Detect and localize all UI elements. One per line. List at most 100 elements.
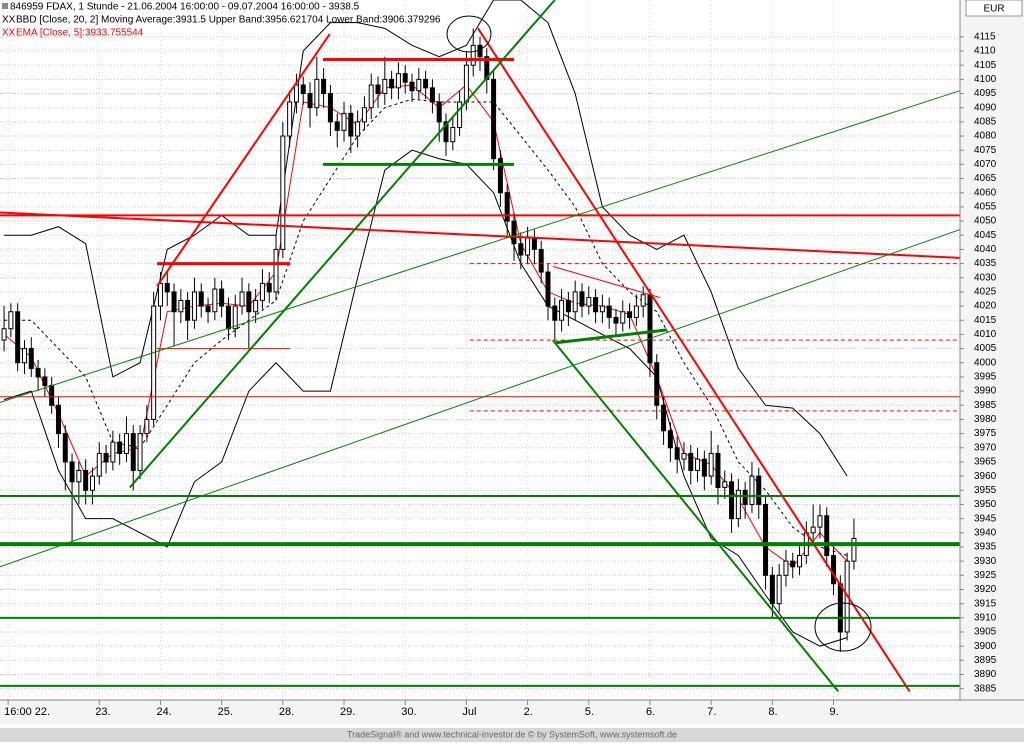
y-tick-label: 3910 — [974, 612, 997, 623]
candle-body — [837, 583, 843, 633]
x-tick-label: 16:00 22. — [4, 706, 50, 718]
candle-body — [1, 328, 7, 341]
candle-body — [355, 121, 361, 137]
y-tick-label: 3990 — [974, 386, 997, 397]
y-tick-label: 4015 — [974, 315, 997, 326]
trendline — [0, 211, 961, 259]
candle-body — [647, 294, 653, 364]
candle-body — [212, 288, 218, 313]
x-tick-label: 9. — [830, 706, 839, 718]
y-tick-label: 4000 — [974, 357, 997, 368]
y-tick-label: 4010 — [974, 329, 997, 340]
candle-body — [96, 452, 102, 477]
candle-body — [321, 78, 327, 95]
trendline — [156, 33, 331, 287]
candle-body — [83, 469, 89, 491]
candle-body — [293, 84, 299, 103]
candle-body — [49, 384, 55, 406]
candle-body — [769, 574, 775, 605]
y-tick-label: 4100 — [974, 74, 997, 85]
candle-body — [579, 291, 585, 307]
y-tick-label: 4065 — [974, 173, 997, 184]
candle-body — [722, 481, 728, 488]
candle-body — [389, 78, 395, 89]
y-tick-label: 3925 — [974, 570, 997, 581]
y-tick-label: 3940 — [974, 527, 997, 538]
y-tick-label: 3975 — [974, 428, 997, 439]
candle-body — [504, 192, 510, 222]
candle-body — [55, 404, 61, 435]
candles — [1, 28, 857, 652]
y-tick-label: 4110 — [974, 46, 996, 57]
y-tick-label: 4005 — [974, 343, 997, 354]
circle-annotation — [446, 15, 492, 53]
candle-body — [797, 554, 803, 568]
legend-icon: XX — [2, 15, 16, 26]
legend-entry: EMA [Close, 5]:3933.755544 — [16, 28, 144, 39]
x-tick-label: 23. — [95, 706, 110, 718]
candle-body — [185, 299, 191, 321]
y-tick-label: 4080 — [974, 131, 997, 142]
candle-body — [810, 526, 816, 534]
candle-body — [681, 452, 687, 460]
candle-body — [225, 305, 231, 330]
y-tick-label: 3920 — [974, 584, 997, 595]
candle-body — [368, 84, 374, 109]
candle-body — [144, 418, 150, 435]
y-tick-label: 4105 — [974, 60, 997, 71]
candle-body — [117, 441, 123, 454]
candle-body — [457, 101, 463, 129]
candle-body — [545, 271, 551, 307]
chart-title: 846959 FDAX, 1 Stunde - 21.06.2004 16:00… — [10, 2, 360, 13]
candle-body — [776, 574, 782, 605]
candle-body — [89, 475, 95, 491]
y-tick-label: 4035 — [974, 258, 997, 269]
x-tick-label: 6. — [646, 706, 655, 718]
candle-body — [219, 288, 225, 307]
y-tick-label: 4055 — [974, 202, 997, 213]
candle-body — [599, 305, 605, 313]
candle-body — [300, 84, 306, 95]
candle-body — [749, 475, 755, 505]
y-tick-label: 4020 — [974, 301, 997, 312]
candle-body — [824, 515, 830, 556]
axes: 3885 3890 3895 3900 3905 3910 3915 3920 3925 3930… — [4, 31, 997, 717]
candle-body — [382, 78, 388, 95]
y-tick-label: 4075 — [974, 145, 997, 156]
y-tick-label: 3960 — [974, 471, 997, 482]
x-tick-label: 2. — [524, 706, 533, 718]
circle-annotation — [814, 602, 872, 652]
candle-body — [253, 299, 259, 313]
y-tick-label: 4090 — [974, 102, 997, 113]
x-tick-label: Jul — [462, 706, 476, 718]
candle-body — [151, 305, 157, 420]
y-tick-label: 3945 — [974, 513, 997, 524]
candle-body — [491, 78, 497, 160]
candle-body — [674, 447, 680, 460]
candle-body — [280, 135, 286, 250]
y-tick-label: 3985 — [974, 400, 997, 411]
y-tick-label: 4030 — [974, 272, 997, 283]
candle-body — [409, 81, 415, 92]
candle-body — [443, 121, 449, 143]
y-tick-label: 3950 — [974, 499, 997, 510]
trendline — [129, 0, 556, 489]
candle-body — [198, 291, 204, 307]
candle-body — [429, 87, 435, 103]
candle-body — [620, 311, 626, 324]
candle-body — [763, 503, 769, 576]
x-tick-label: 25. — [218, 706, 233, 718]
candle-body — [232, 305, 238, 330]
candle-body — [742, 489, 748, 505]
y-tick-label: 3930 — [974, 556, 997, 567]
y-tick-label: 3915 — [974, 598, 997, 609]
candle-body — [572, 291, 578, 313]
x-tick-label: 8. — [768, 706, 777, 718]
y-tick-label: 4085 — [974, 117, 997, 128]
y-tick-label: 3905 — [974, 627, 997, 638]
trendline — [477, 27, 911, 693]
legend-entry: BBD [Close, 20, 2] Moving Average:3931.5… — [16, 15, 441, 26]
upper-band — [4, 0, 848, 477]
footer-bar — [0, 728, 1024, 742]
